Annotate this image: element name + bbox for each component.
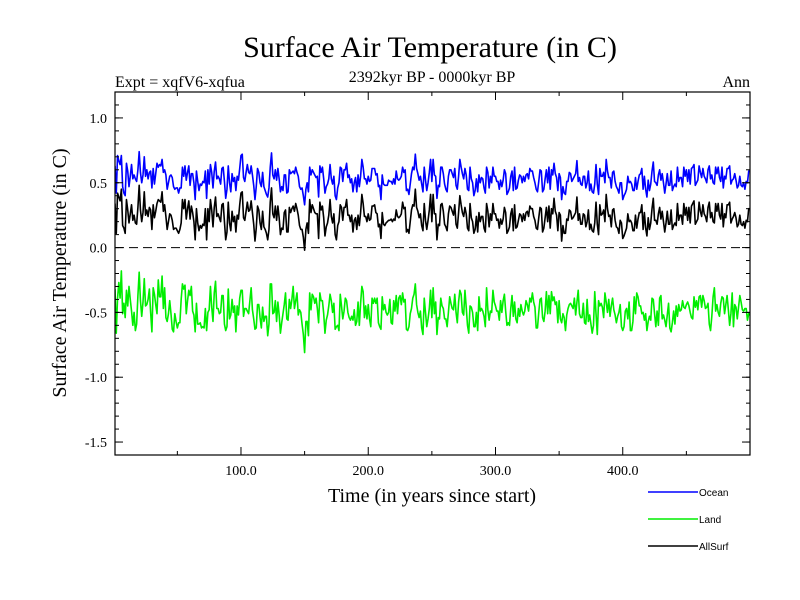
season-label: Ann bbox=[722, 74, 750, 91]
legend-label-land: Land bbox=[699, 515, 721, 526]
x-tick-label: 400.0 bbox=[607, 464, 639, 479]
legend-label-allsurf: AllSurf bbox=[699, 542, 729, 553]
legend: Ocean Land AllSurf bbox=[648, 488, 729, 553]
series-line-land bbox=[115, 270, 750, 354]
x-tick-label: 200.0 bbox=[352, 464, 384, 479]
time-range-label: 2392kyr BP - 0000kyr BP bbox=[349, 69, 516, 86]
chart-title: Surface Air Temperature (in C) bbox=[243, 31, 617, 64]
y-tick-label: -0.5 bbox=[85, 306, 107, 321]
series-line-ocean bbox=[115, 150, 750, 206]
x-tick-label: 100.0 bbox=[225, 464, 257, 479]
series-line-allsurf bbox=[115, 184, 750, 251]
y-tick-label: 0.0 bbox=[90, 242, 108, 257]
y-tick-label: -1.0 bbox=[85, 371, 107, 386]
y-tick-label: 1.0 bbox=[90, 112, 108, 127]
x-axis-label: Time (in years since start) bbox=[328, 485, 536, 507]
y-tick-label: -1.5 bbox=[85, 436, 107, 451]
plot-frame bbox=[114, 91, 751, 456]
x-tick-label: 300.0 bbox=[480, 464, 512, 479]
y-axis-label: Surface Air Temperature (in C) bbox=[49, 148, 71, 397]
legend-label-ocean: Ocean bbox=[699, 488, 728, 499]
y-tick-label: 0.5 bbox=[90, 177, 108, 192]
experiment-label: Expt = xqfV6-xqfua bbox=[115, 74, 245, 91]
series-layer bbox=[115, 150, 750, 354]
tick-layer: 1.0 0.5 0.0 -0.5 -1.0 -1.5 100.0 200.0 300.0 400.… bbox=[85, 91, 750, 479]
